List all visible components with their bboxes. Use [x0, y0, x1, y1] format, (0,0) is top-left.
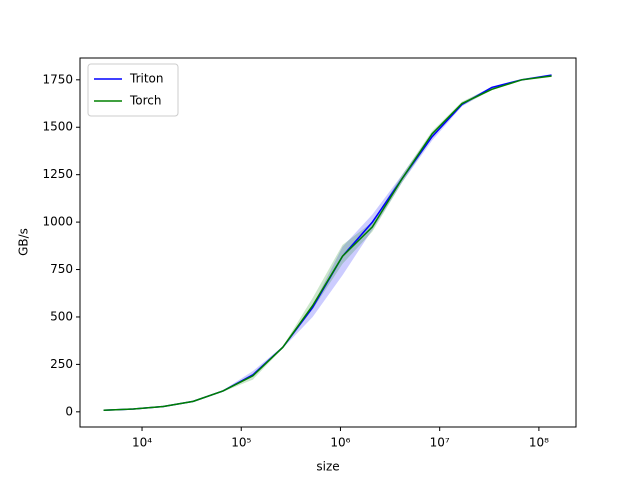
y-tick-label: 0 — [65, 404, 73, 418]
x-tick-label: 10⁶ — [330, 436, 350, 450]
y-tick-label: 500 — [50, 309, 73, 323]
y-tick-label: 250 — [50, 357, 73, 371]
plot-frame — [79, 57, 577, 428]
line — [103, 75, 552, 412]
x-tick-label: 10⁴ — [132, 436, 152, 450]
band — [103, 75, 552, 411]
x-tick-label: 10⁸ — [529, 436, 549, 450]
legend-box — [87, 63, 179, 117]
y-tick-label: 1250 — [42, 167, 73, 181]
y-tick-label: 1750 — [42, 72, 73, 86]
x-axis-label: size — [316, 460, 339, 474]
y-axis-label: GB/s — [17, 228, 31, 256]
x-tick-label: 10⁵ — [231, 436, 251, 450]
y-tick-label: 1500 — [42, 120, 73, 134]
band — [103, 74, 552, 411]
line — [103, 74, 552, 412]
legend-label: Triton — [129, 72, 164, 86]
y-tick-label: 1000 — [42, 215, 73, 229]
y-tick-label: 750 — [50, 262, 73, 276]
x-tick-label: 10⁷ — [430, 436, 450, 450]
legend-label: Torch — [129, 94, 162, 108]
